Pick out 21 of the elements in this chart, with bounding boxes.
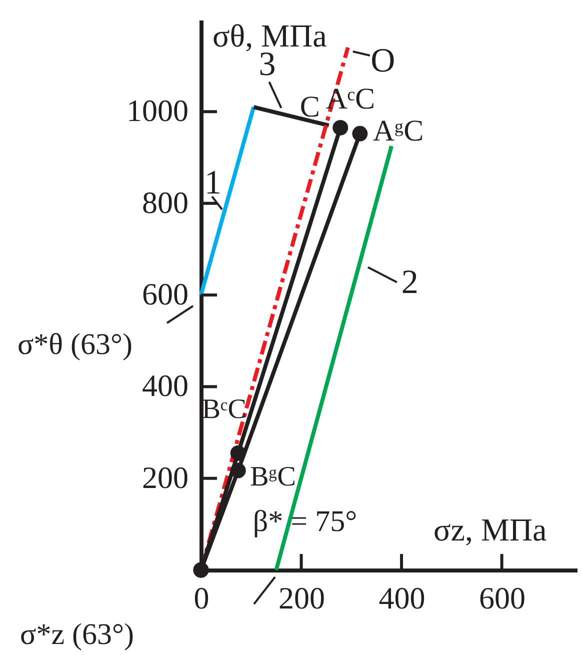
x-tick-label: 200 (278, 580, 326, 616)
x-tick-label: 600 (479, 580, 526, 616)
annotation: 2 (401, 264, 418, 302)
annotation: 1 (204, 164, 222, 202)
annotation: β* = 75° (252, 505, 358, 538)
x-axis-title: σz, МПа (434, 512, 547, 548)
annotation: AᵍC (372, 114, 424, 148)
y-tick-label: 800 (142, 184, 188, 220)
x-tick-label: 0 (194, 580, 210, 616)
annotation: C (300, 90, 320, 124)
y-tick-label: 400 (142, 368, 188, 404)
annotation: AᶜC (326, 82, 376, 116)
text: σ*z (63°) (20, 618, 134, 651)
annotation: O (370, 42, 396, 80)
y-tick-label: 600 (142, 276, 188, 312)
x-tick-label: 400 (378, 580, 426, 616)
annotation: σ*θ (63°) (17, 328, 133, 361)
annotation: BᶜC (202, 394, 246, 426)
y-tick-label: 200 (142, 460, 188, 495)
y-tick-label: 1000 (126, 93, 188, 128)
annotation: BᵍC (250, 462, 296, 493)
